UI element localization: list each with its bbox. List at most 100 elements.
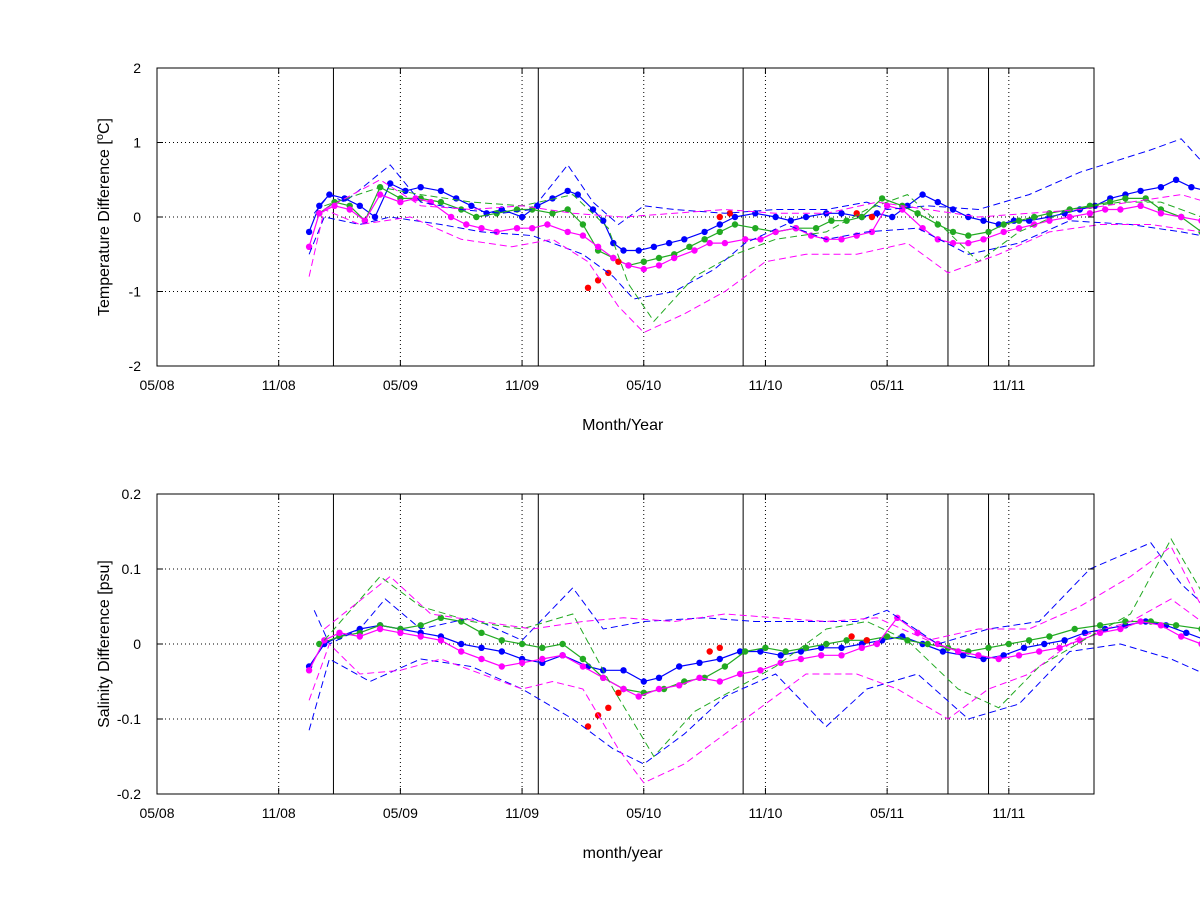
salinity-series-2-point-41 [1117,625,1124,633]
temperature-series-1-point-44 [1066,206,1073,213]
temperature-series-5-line [308,216,1200,300]
salinity-series-2-point-21 [716,678,723,685]
temperature-series-2-point-40 [949,239,957,247]
temperature-series-2-point-24 [691,247,698,254]
temperature-series-1-point-15 [579,221,587,228]
temperature-series-2-point-1 [316,210,323,217]
salinity-series-2-point-34 [975,652,982,659]
temperature-series-2-point-41 [965,239,972,247]
temperature-series-2-point-5 [376,191,384,198]
salinity-series-1-point-8 [478,629,485,636]
salinity-series-3-point-4 [706,648,713,655]
salinity-series-2-point-35 [995,655,1002,663]
temperature-series-0-line [308,179,1200,252]
salinity-series-1-point-6 [437,614,445,621]
temperature-series-2-point-7 [412,195,419,202]
salinity-series-0-point-44 [1183,629,1190,636]
temperature-y-tick-label-4: -2 [129,358,142,374]
salinity-y-tick-label-3: -0.1 [117,711,141,727]
temperature-series-2-point-9 [447,213,455,221]
temperature-series-0-point-6 [387,180,394,187]
salinity-series-2-point-7 [437,637,445,644]
temperature-series-0-point-23 [635,247,642,254]
salinity-series-3-point-5 [716,644,723,651]
temperature-series-0-point-44 [980,217,987,224]
temperature-series-0-point-31 [772,213,779,221]
temperature-series-0-point-21 [610,239,617,247]
salinity-series-1-point-37 [1071,625,1078,633]
temperature-series-2-point-45 [1031,221,1038,228]
salinity-series-2-point-38 [1056,644,1063,651]
temperature-series-0-point-20 [600,217,607,224]
temperature-x-tick-label-2: 05/09 [383,377,418,393]
temperature-series-2-point-17 [579,232,587,239]
temperature-series-2-point-13 [513,225,521,232]
salinity-series-0-point-40 [1102,625,1109,633]
temperature-series-0-point-32 [787,217,794,224]
temperature-series-0-point-16 [549,195,556,202]
temperature-series-0-point-29 [731,213,739,221]
salinity-x-axis-label: month/year [583,845,664,862]
salinity-series-2-point-12 [539,655,546,663]
temperature-series-0-point-1 [316,202,323,209]
temperature-series-2-point-52 [1157,210,1165,217]
salinity-series-3-point-0 [584,723,592,730]
temperature-series-0-point-8 [417,184,424,191]
salinity-series-2-point-32 [934,640,941,648]
temperature-series-1-point-13 [549,210,556,217]
salinity-series-3-point-7 [863,637,870,644]
salinity-series-2-point-28 [858,644,865,651]
temperature-series-1-point-25 [731,221,739,228]
temperature-y-tick-label-1: 1 [133,135,141,151]
salinity-series-1-point-10 [518,640,526,648]
salinity-series-1-point-9 [498,637,505,644]
temperature-series-1-point-7 [437,198,445,206]
temperature-series-1-point-26 [752,225,759,232]
temperature-series-0-point-56 [1172,176,1180,183]
temperature-series-1-point-36 [934,221,941,228]
salinity-series-8-line [323,545,1200,641]
temperature-series-2-point-6 [397,198,404,206]
salinity-series-2-point-29 [873,640,881,648]
salinity-series-1-point-41 [1172,622,1180,629]
salinity-series-2-point-3 [356,633,363,640]
temperature-series [305,138,1200,334]
salinity-series-0-point-37 [1041,640,1048,648]
temperature-series-1-point-32 [858,213,865,221]
salinity-ticks: 05/08 11/08 05/09 11/09 05/10 11/10 05/11 11/11… [117,486,1094,821]
temperature-series-2-point-14 [529,225,536,232]
salinity-y-tick-label-0: 0.2 [122,486,142,502]
temperature-series-1-point-43 [1046,210,1053,217]
temperature-series-2-point-21 [640,265,647,273]
temperature-series-2-point-53 [1178,213,1185,221]
temperature-series-2-point-23 [671,254,678,262]
temperature-series-2-point-28 [757,236,764,243]
temperature-series-2-point-25 [706,239,713,247]
temperature-x-tick-label-5: 11/10 [748,377,782,393]
salinity-series-2-point-44 [1178,633,1185,640]
temperature-series-2-point-4 [361,217,369,224]
salinity-series-5-line [308,643,1200,765]
temperature-series-2-point-39 [934,236,941,243]
salinity-series-2-point-16 [620,685,627,693]
salinity-series-0-point-10 [498,648,505,655]
salinity-series-0-point-19 [676,663,683,670]
salinity-series-7-line [308,598,1200,784]
salinity-series-0-point-22 [736,648,744,655]
salinity-series-2-point-31 [914,629,921,636]
salinity-series-0-point-38 [1061,637,1068,644]
temperature-x-tick-label-7: 11/11 [992,377,1025,393]
temperature-series-2-point-16 [564,228,571,236]
temperature-series-1-point-22 [686,243,693,250]
temperature-series-0-point-17 [564,187,571,195]
temperature-series-1-point-35 [914,210,921,217]
salinity-series-0-point-34 [980,655,987,663]
temperature-series-3-point-6 [853,210,860,217]
salinity-series-1-point-25 [823,640,830,648]
salinity-series-1-point-30 [924,640,931,648]
salinity-y-tick-label-2: 0 [133,636,141,652]
temperature-series-2-point-51 [1137,202,1144,209]
salinity-series-2-point-5 [397,629,404,636]
temperature-series-0-point-57 [1188,184,1195,191]
salinity-series-2-point-15 [600,674,607,681]
